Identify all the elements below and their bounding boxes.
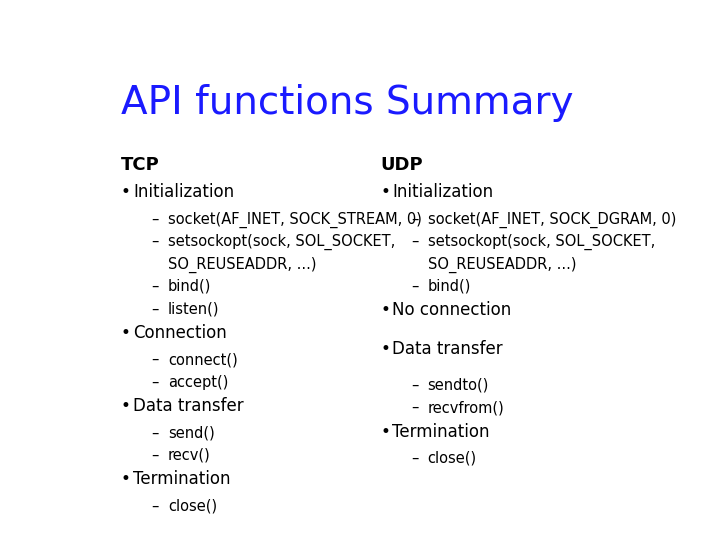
Text: API functions Summary: API functions Summary (121, 84, 573, 122)
Text: TCP: TCP (121, 156, 159, 174)
Text: Data transfer: Data transfer (392, 340, 503, 357)
Text: close(): close() (428, 451, 477, 466)
Text: recvfrom(): recvfrom() (428, 400, 504, 415)
Text: –: – (411, 234, 418, 249)
Text: –: – (151, 375, 158, 389)
Text: –: – (411, 279, 418, 294)
Text: –: – (411, 378, 418, 393)
Text: –: – (151, 352, 158, 367)
Text: –: – (411, 451, 418, 466)
Text: setsockopt(sock, SOL_SOCKET,: setsockopt(sock, SOL_SOCKET, (428, 234, 655, 250)
Text: –: – (151, 301, 158, 316)
Text: Termination: Termination (392, 423, 490, 441)
Text: •: • (380, 340, 390, 357)
Text: bind(): bind() (428, 279, 471, 294)
Text: –: – (411, 400, 418, 415)
Text: –: – (151, 234, 158, 249)
Text: –: – (151, 448, 158, 463)
Text: –: – (411, 212, 418, 227)
Text: setsockopt(sock, SOL_SOCKET,: setsockopt(sock, SOL_SOCKET, (168, 234, 395, 250)
Text: •: • (121, 324, 130, 342)
Text: SO_REUSEADDR, ...): SO_REUSEADDR, ...) (428, 256, 576, 273)
Text: Termination: Termination (133, 470, 230, 488)
Text: socket(AF_INET, SOCK_DGRAM, 0): socket(AF_INET, SOCK_DGRAM, 0) (428, 212, 676, 228)
Text: –: – (151, 498, 158, 514)
Text: Initialization: Initialization (133, 183, 234, 201)
Text: Initialization: Initialization (392, 183, 494, 201)
Text: •: • (380, 183, 390, 201)
Text: •: • (380, 423, 390, 441)
Text: –: – (151, 212, 158, 227)
Text: Connection: Connection (133, 324, 227, 342)
Text: send(): send() (168, 426, 215, 440)
Text: SO_REUSEADDR, ...): SO_REUSEADDR, ...) (168, 256, 317, 273)
Text: –: – (151, 279, 158, 294)
Text: Data transfer: Data transfer (133, 397, 243, 415)
Text: accept(): accept() (168, 375, 228, 389)
Text: bind(): bind() (168, 279, 212, 294)
Text: •: • (380, 301, 390, 319)
Text: No connection: No connection (392, 301, 512, 319)
Text: •: • (121, 470, 130, 488)
Text: socket(AF_INET, SOCK_STREAM, 0): socket(AF_INET, SOCK_STREAM, 0) (168, 212, 422, 228)
Text: close(): close() (168, 498, 217, 514)
Text: sendto(): sendto() (428, 378, 489, 393)
Text: recv(): recv() (168, 448, 211, 463)
Text: •: • (121, 183, 130, 201)
Text: connect(): connect() (168, 352, 238, 367)
Text: listen(): listen() (168, 301, 220, 316)
Text: •: • (121, 397, 130, 415)
Text: –: – (151, 426, 158, 440)
Text: UDP: UDP (380, 156, 423, 174)
